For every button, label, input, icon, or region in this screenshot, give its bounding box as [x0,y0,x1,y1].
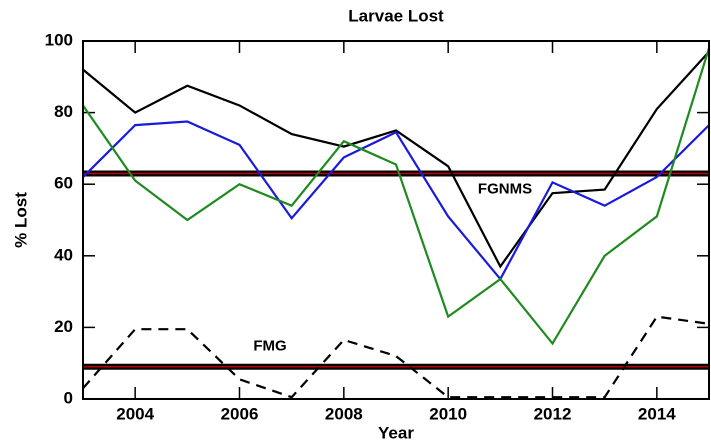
reference-label: FMG [253,338,286,355]
y-axis-label: % Lost [11,192,30,248]
y-tick-label: 20 [54,317,73,336]
x-tick-label: 2012 [534,404,572,423]
x-axis-label: Year [378,423,414,442]
y-tick-label: 0 [64,388,73,407]
series-line [82,120,710,282]
y-tick-label: 40 [54,245,73,264]
x-tick-label: 2006 [221,404,259,423]
series-line [82,47,711,346]
x-tick-label: 2004 [116,404,154,423]
x-tick-label: 2014 [638,404,676,423]
chart-title: Larvae Lost [348,6,444,25]
x-tick-label: 2008 [325,404,363,423]
y-tick-label: 60 [54,174,73,193]
x-tick-label: 2010 [429,404,467,423]
plot-frame [82,40,710,400]
reference-label: FGNMS [478,180,532,197]
y-tick-label: 100 [45,30,73,49]
y-tick-label: 80 [54,102,73,121]
series-line [82,50,710,269]
series-line [82,315,710,399]
